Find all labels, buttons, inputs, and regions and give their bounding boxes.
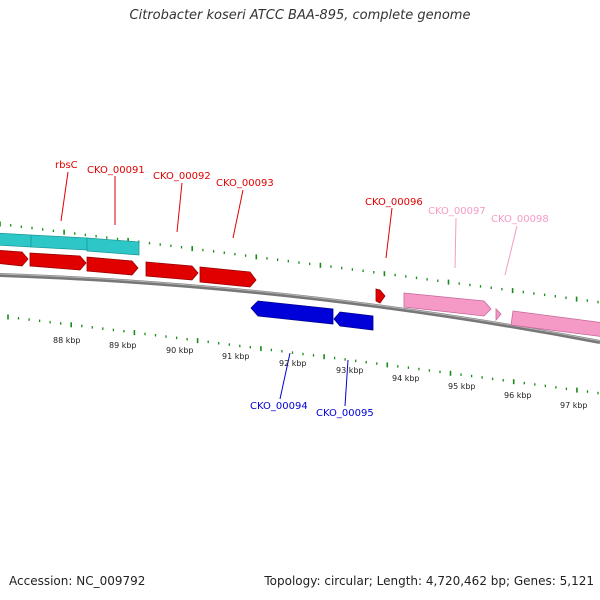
scale-label-90: 90 kbp: [166, 346, 194, 355]
feature-track-pink: [403, 292, 600, 337]
scale-label-89: 89 kbp: [109, 341, 137, 350]
feature-pink-1[interactable]: [403, 292, 492, 317]
feature-cyan-2[interactable]: [30, 234, 88, 251]
label-leaders: [60, 171, 518, 407]
genome-backbone: [0, 273, 600, 344]
gene-label-cko-00094[interactable]: CKO_00094: [250, 401, 308, 412]
scale-label-95: 95 kbp: [448, 382, 476, 391]
feature-red-3[interactable]: [86, 256, 139, 276]
scale-label-92: 92 kbp: [279, 359, 307, 368]
gene-label-rbsC[interactable]: rbsC: [55, 160, 78, 171]
accession-label: Accession: NC_009792: [9, 574, 146, 588]
feature-red-5[interactable]: [199, 266, 257, 288]
feature-cyan-1[interactable]: [0, 232, 32, 248]
feature-track-cyan: [0, 232, 140, 256]
feature-red-1[interactable]: [0, 249, 29, 267]
scale-label-97: 97 kbp: [560, 401, 588, 410]
feature-red-4[interactable]: [145, 261, 199, 281]
gene-label-cko-00092[interactable]: CKO_00092: [153, 171, 211, 182]
gene-label-cko-00095[interactable]: CKO_00095: [316, 408, 374, 419]
gene-label-cko-00091[interactable]: CKO_00091: [87, 165, 145, 176]
feature-red-2[interactable]: [29, 252, 87, 271]
gene-label-cko-00097[interactable]: CKO_00097: [428, 206, 486, 217]
feature-track-blue: [250, 300, 374, 331]
gene-label-cko-00096[interactable]: CKO_00096: [365, 197, 423, 208]
genome-stats-label: Topology: circular; Length: 4,720,462 bp…: [264, 574, 594, 588]
feature-pink-3[interactable]: [510, 310, 600, 337]
feature-blue-2[interactable]: [333, 311, 374, 331]
feature-track-red: [0, 249, 386, 304]
gene-label-cko-00098[interactable]: CKO_00098: [491, 214, 549, 225]
gene-label-cko-00093[interactable]: CKO_00093: [216, 178, 274, 189]
scale-label-93: 93 kbp: [336, 366, 364, 375]
map-title: Citrobacter koseri ATCC BAA-895, complet…: [129, 8, 471, 23]
feature-pink-2[interactable]: [495, 308, 502, 322]
scale-label-94: 94 kbp: [392, 374, 420, 383]
scale-label-96: 96 kbp: [504, 391, 532, 400]
feature-red-6[interactable]: [375, 288, 386, 304]
lower-tick-row: [7, 314, 599, 395]
scale-label-88: 88 kbp: [53, 336, 81, 345]
feature-cyan-3[interactable]: [86, 237, 140, 256]
feature-blue-1[interactable]: [250, 300, 334, 325]
scale-label-91: 91 kbp: [222, 352, 250, 361]
